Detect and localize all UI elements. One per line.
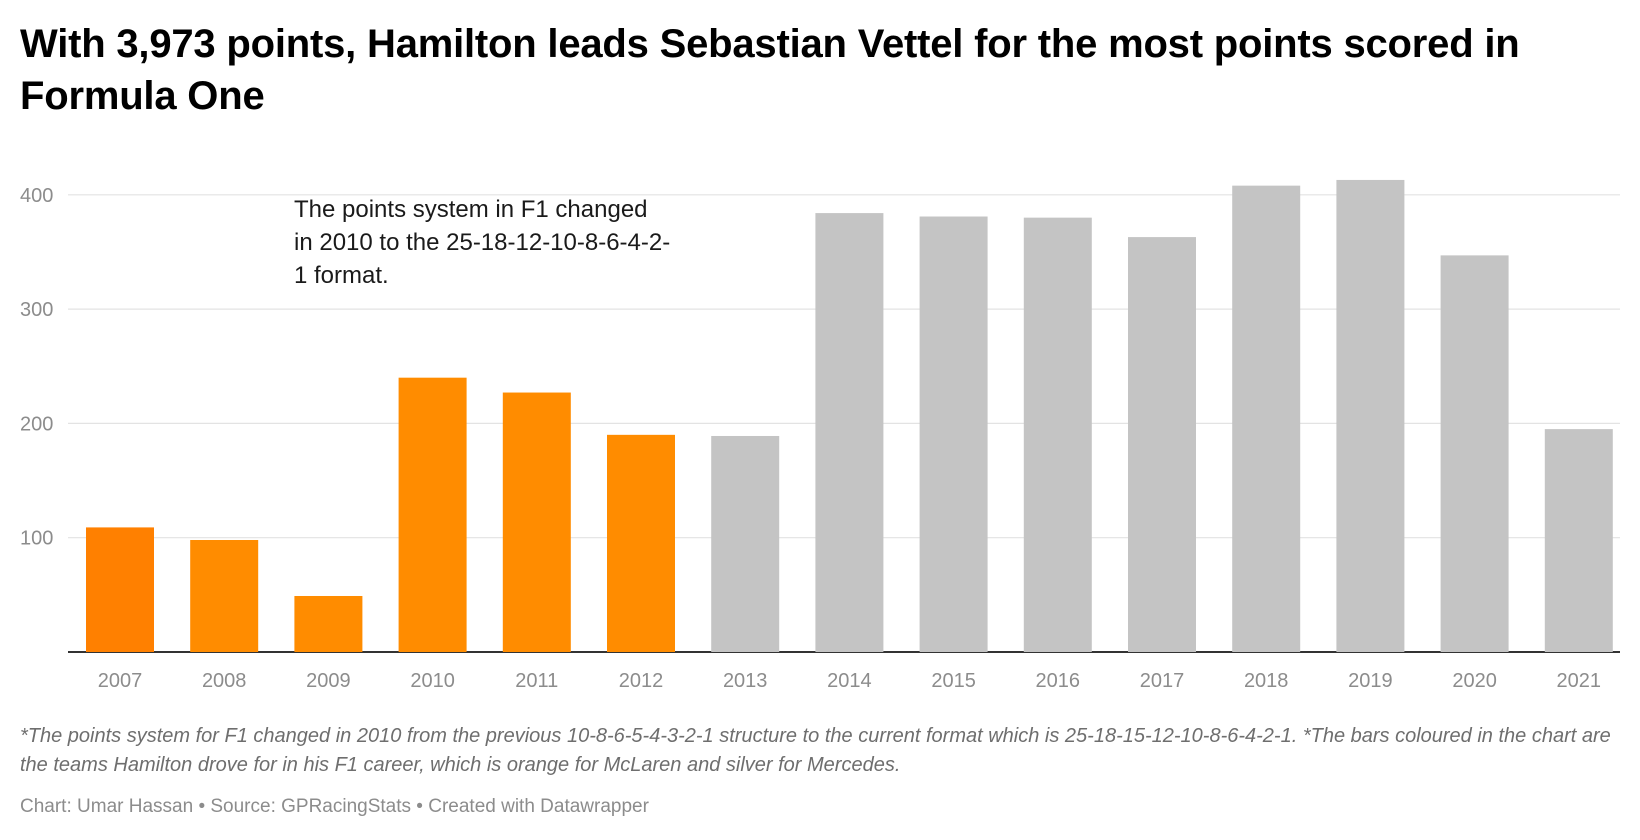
y-tick-label: 400 (20, 185, 53, 207)
x-tick-label: 2013 (723, 670, 768, 692)
x-tick-label: 2007 (98, 670, 143, 692)
chart-notes: *The points system for F1 changed in 201… (20, 725, 1611, 776)
bar-2007 (86, 527, 154, 652)
bar-2012 (607, 434, 675, 652)
x-tick-label: 2008 (202, 670, 247, 692)
y-tick-label: 300 (20, 299, 53, 321)
bar-2017 (1128, 237, 1196, 652)
x-tick-label: 2015 (931, 670, 976, 692)
x-tick-label: 2012 (619, 670, 664, 692)
bar-2011 (502, 392, 571, 652)
bar-chart: 2007 2008 2009 2010 2011 2012 2013 2014 2015 2016… (20, 179, 1620, 692)
x-tick-label: 2018 (1244, 670, 1289, 692)
annotation-line: The points system in F1 changed (294, 196, 648, 223)
x-tick-label: 2021 (1557, 670, 1602, 692)
annotation-line: in 2010 to the 25-18-12-10-8-6-4-2- (294, 229, 670, 256)
x-tick-label: 2014 (827, 670, 872, 692)
x-axis-labels: 2007 2008 2009 2010 2011 2012 2013 2014 2015 2016… (98, 670, 1601, 692)
y-axis-labels: 100 200 300 400 (20, 185, 53, 550)
bar-2019 (1336, 179, 1405, 653)
x-tick-label: 2020 (1452, 670, 1497, 692)
bar-2020 (1440, 255, 1509, 652)
bar-2015 (919, 216, 988, 652)
x-tick-label: 2016 (1036, 670, 1081, 692)
x-tick-label: 2011 (515, 670, 558, 692)
x-tick-label: 2019 (1348, 670, 1393, 692)
annotation-text: The points system in F1 changed in 2010 t… (294, 196, 670, 289)
bars (86, 179, 1613, 653)
bar-2013 (711, 435, 780, 652)
bar-2010 (398, 377, 467, 652)
bar-2008 (190, 539, 259, 652)
chart-title: With 3,973 points, Hamilton leads Sebast… (20, 22, 1520, 118)
bar-2016 (1023, 217, 1092, 652)
chart-byline: Chart: Umar Hassan • Source: GPRacingSta… (20, 796, 649, 817)
bar-2021 (1544, 429, 1613, 652)
annotation-line: 1 format. (294, 262, 389, 289)
x-tick-label: 2010 (410, 670, 455, 692)
bar-2018 (1232, 185, 1301, 652)
y-tick-label: 100 (20, 528, 53, 550)
x-tick-label: 2017 (1140, 670, 1185, 692)
y-tick-label: 200 (20, 413, 53, 435)
bar-2009 (294, 595, 363, 652)
x-tick-label: 2009 (306, 670, 351, 692)
bar-2014 (815, 213, 884, 652)
